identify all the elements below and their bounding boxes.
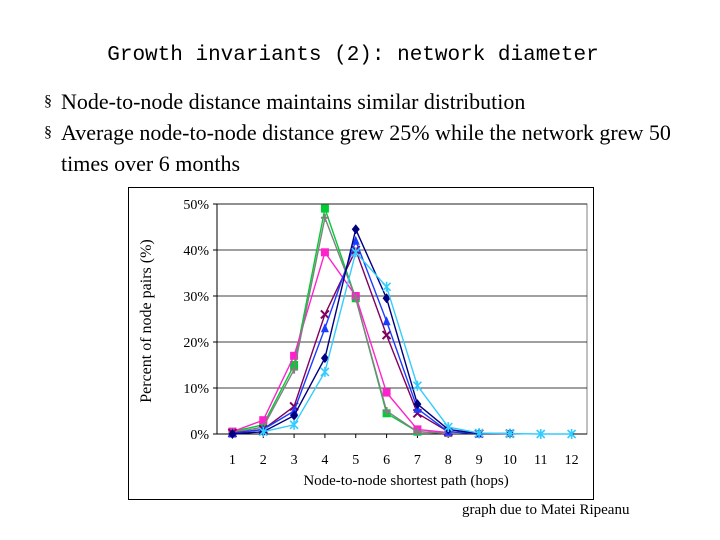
x-tick-label: 3 bbox=[291, 453, 298, 468]
data-point bbox=[289, 419, 299, 430]
bullet-list: § Node-to-node distance maintains simila… bbox=[44, 86, 704, 179]
bullet-marker: § bbox=[44, 124, 52, 141]
data-point bbox=[413, 427, 422, 436]
data-point bbox=[381, 330, 392, 340]
data-point bbox=[413, 399, 422, 410]
bullet-item: § Average node-to-node distance grew 25%… bbox=[44, 117, 704, 179]
x-tick-label: 5 bbox=[352, 453, 359, 468]
data-point bbox=[290, 351, 299, 360]
x-tick-label: 8 bbox=[445, 453, 452, 468]
y-tick-label: 30% bbox=[183, 290, 209, 305]
distance-distribution-chart: 0%10%20%30%40%50%1 2 3 4 5 6 7 8 9 10 11 12Node-to-… bbox=[138, 198, 588, 489]
data-point bbox=[382, 316, 391, 326]
series-line bbox=[232, 250, 449, 434]
data-point bbox=[382, 388, 391, 397]
y-tick-label: 20% bbox=[183, 336, 209, 351]
x-axis-label: Node-to-node shortest path (hops) bbox=[303, 473, 508, 489]
data-point bbox=[474, 428, 484, 439]
data-point bbox=[443, 422, 453, 433]
y-tick-label: 0% bbox=[190, 428, 209, 443]
series-line bbox=[232, 227, 510, 435]
data-point bbox=[351, 294, 360, 303]
bullet-text: Average node-to-node distance grew 25% w… bbox=[61, 120, 671, 176]
data-point bbox=[320, 323, 329, 333]
bullet-item: § Node-to-node distance maintains simila… bbox=[44, 86, 704, 117]
x-tick-label: 10 bbox=[503, 453, 517, 468]
x-tick-label: 2 bbox=[260, 453, 267, 468]
data-point bbox=[290, 361, 299, 369]
graph-credit: graph due to Matei Ripeanu bbox=[462, 502, 630, 518]
y-tick-label: 50% bbox=[183, 198, 209, 213]
data-point bbox=[259, 416, 268, 425]
x-tick-label: 1 bbox=[229, 453, 236, 468]
x-tick-label: 7 bbox=[414, 453, 421, 468]
data-point bbox=[382, 407, 391, 415]
slide-title: Growth invariants (2): network diameter bbox=[107, 44, 599, 67]
x-tick-label: 4 bbox=[321, 453, 328, 468]
data-point bbox=[382, 293, 391, 304]
data-point bbox=[290, 365, 299, 374]
data-point bbox=[351, 224, 360, 235]
data-point bbox=[320, 366, 330, 377]
data-point bbox=[505, 428, 515, 439]
bullet-marker: § bbox=[44, 93, 52, 110]
y-tick-label: 40% bbox=[183, 244, 209, 259]
data-point bbox=[351, 235, 360, 245]
y-axis-label: Percent of node pairs (%) bbox=[138, 239, 155, 403]
data-point bbox=[290, 410, 299, 421]
chart-frame: 0% 10% 20% 30% 40% 50% 1 2 3 4 5 6 7 8 9 10 11 12 Node-to-… bbox=[128, 187, 594, 500]
data-point bbox=[536, 429, 546, 439]
data-point bbox=[351, 247, 361, 258]
bullet-text: Node-to-node distance maintains similar … bbox=[61, 89, 526, 114]
data-point bbox=[412, 380, 422, 391]
data-point bbox=[567, 429, 577, 439]
data-point bbox=[320, 248, 329, 257]
data-point bbox=[320, 353, 329, 364]
series-line bbox=[232, 215, 449, 435]
x-tick-label: 12 bbox=[565, 453, 579, 468]
data-point bbox=[320, 213, 329, 222]
data-point bbox=[228, 429, 237, 439]
x-tick-label: 9 bbox=[476, 453, 483, 468]
data-point bbox=[382, 281, 392, 292]
x-tick-label: 6 bbox=[383, 453, 390, 468]
data-point bbox=[320, 204, 329, 213]
data-point bbox=[258, 426, 268, 437]
y-tick-label: 10% bbox=[183, 382, 209, 397]
data-point bbox=[320, 309, 330, 320]
x-tick-label: 11 bbox=[534, 453, 547, 468]
